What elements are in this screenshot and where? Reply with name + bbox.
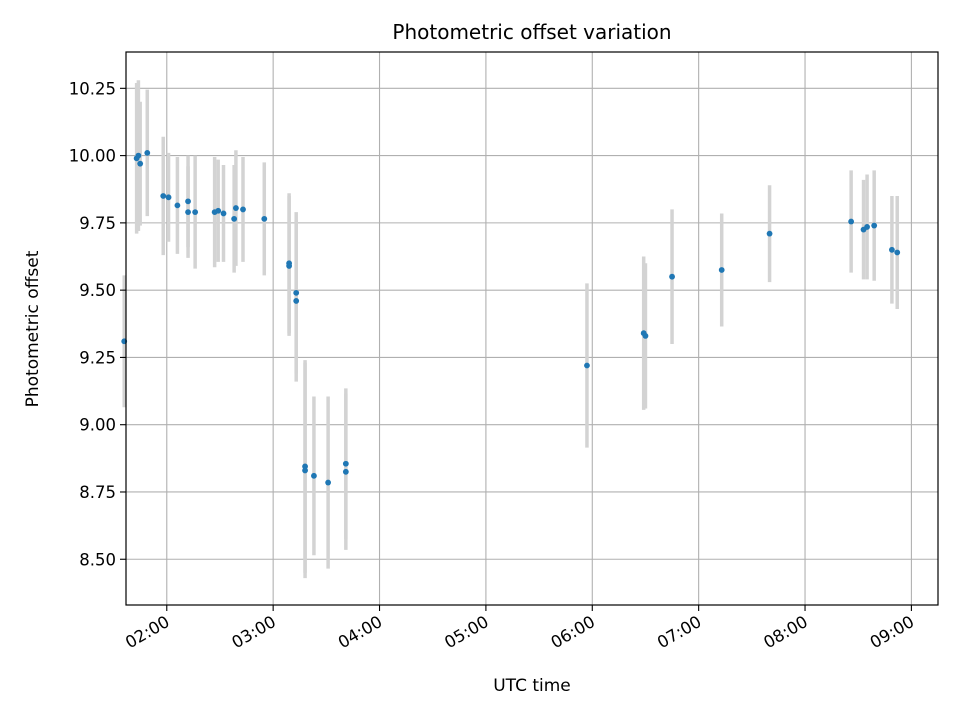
data-point xyxy=(137,160,144,167)
x-tick-label: 02:00 xyxy=(122,612,173,652)
data-point xyxy=(871,222,878,229)
data-point xyxy=(293,289,300,296)
data-point xyxy=(642,333,649,339)
x-tick-label: 03:00 xyxy=(228,612,279,652)
x-tick-label: 06:00 xyxy=(548,612,599,652)
x-tick-label: 09:00 xyxy=(867,612,918,652)
data-point xyxy=(848,218,855,225)
data-point xyxy=(231,215,238,222)
x-tick-label: 07:00 xyxy=(654,612,705,652)
data-point xyxy=(144,150,151,156)
data-point xyxy=(669,273,675,280)
x-tick-label: 04:00 xyxy=(335,612,386,652)
y-tick-label: 8.50 xyxy=(79,550,116,569)
data-point xyxy=(185,198,191,205)
data-point xyxy=(261,215,268,222)
y-tick-label: 10.00 xyxy=(69,147,116,166)
data-point xyxy=(185,209,191,216)
plot-frame xyxy=(125,51,939,606)
x-axis-ticks: 02:00 03:00 04:00 05:00 06:00 07:00 08:00 09:00 xyxy=(122,605,917,652)
data-point xyxy=(342,468,349,475)
x-axis-label: UTC time xyxy=(493,676,571,696)
data-point xyxy=(293,298,300,304)
error-bars xyxy=(122,80,899,579)
data-point xyxy=(220,210,227,217)
data-point xyxy=(342,460,349,467)
data-point xyxy=(215,207,222,214)
data-points xyxy=(121,150,901,486)
data-point xyxy=(192,209,199,216)
data-point xyxy=(311,472,317,479)
data-point xyxy=(233,205,239,211)
data-point xyxy=(584,362,590,369)
data-point xyxy=(864,224,870,230)
data-point xyxy=(889,246,895,253)
y-axis-label: Photometric offset xyxy=(23,250,43,407)
data-point xyxy=(160,193,167,199)
chart-title: Photometric offset variation xyxy=(392,20,671,44)
y-axis-ticks: 8.50 8.75 9.00 9.25 9.50 9.75 10.00 10.25 xyxy=(69,79,126,569)
data-point xyxy=(718,267,725,273)
data-point xyxy=(325,479,332,486)
y-tick-label: 9.25 xyxy=(79,348,116,367)
data-point xyxy=(174,202,181,209)
data-point xyxy=(766,230,773,237)
y-tick-label: 9.75 xyxy=(79,214,116,233)
x-tick-label: 05:00 xyxy=(441,612,492,652)
y-tick-label: 10.25 xyxy=(69,79,116,98)
y-tick-label: 9.50 xyxy=(79,281,116,300)
data-point xyxy=(302,467,308,474)
y-tick-label: 9.00 xyxy=(79,416,116,435)
y-tick-label: 8.75 xyxy=(79,483,116,502)
data-point xyxy=(165,194,172,201)
grid-lines xyxy=(126,52,938,605)
data-point xyxy=(240,206,246,213)
data-point xyxy=(135,152,142,159)
data-point xyxy=(894,249,901,256)
data-point xyxy=(286,263,293,269)
x-tick-label: 08:00 xyxy=(760,612,811,652)
data-point xyxy=(302,463,308,470)
